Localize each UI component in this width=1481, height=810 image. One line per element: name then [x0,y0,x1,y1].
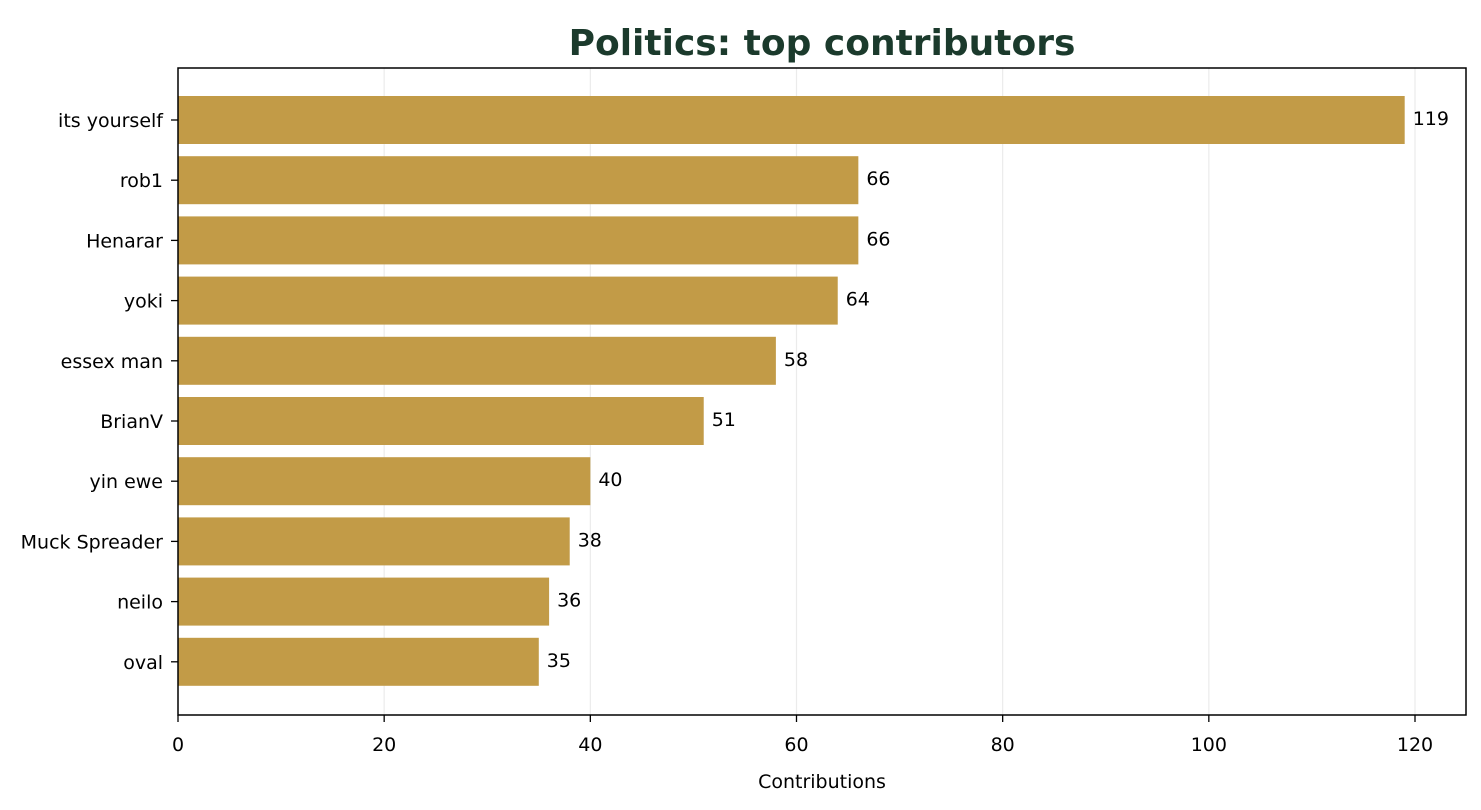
chart-title: Politics: top contributors [569,23,1076,64]
x-tick-label-40: 40 [578,734,602,756]
category-label-4: essex man [61,351,163,373]
bar-2 [178,216,859,265]
value-label-2: 66 [866,228,890,250]
value-label-3: 64 [846,289,870,311]
value-labels: 119 66 66 64 58 51 40 38 36 35 [547,108,1449,672]
bar-4 [178,336,776,385]
bar-1 [178,156,859,205]
bars [178,96,1405,686]
plot-frame [177,67,1467,716]
bar-9 [178,637,539,686]
value-label-9: 35 [547,650,571,672]
x-axis-ticks: 0 20 40 60 80 100 120 [172,715,1433,756]
x-tick-label-100: 100 [1191,734,1227,756]
bar-0 [178,96,1405,144]
category-label-9: oval [123,652,163,674]
category-label-2: Henarar [86,230,163,252]
category-label-7: Muck Spreader [21,531,164,553]
category-label-1: rob1 [120,170,163,192]
bar-6 [178,457,591,506]
value-label-0: 119 [1413,108,1449,130]
x-tick-label-120: 120 [1397,734,1433,756]
value-label-4: 58 [784,349,808,371]
category-labels: its yourself rob1 Henarar yoki essex man Bria… [21,110,178,674]
bar-3 [178,276,838,325]
x-axis-label: Contributions [758,771,886,793]
bar-7 [178,517,570,566]
x-tick-label-0: 0 [172,734,184,756]
value-label-8: 36 [557,590,581,612]
bar-5 [178,397,704,445]
bar-8 [178,577,550,626]
value-label-5: 51 [712,409,736,431]
value-label-7: 38 [578,529,602,551]
x-tick-label-60: 60 [784,734,808,756]
category-label-3: yoki [124,291,163,313]
category-label-8: neilo [117,592,163,614]
category-label-6: yin ewe [89,471,163,493]
value-label-6: 40 [598,469,622,491]
category-label-5: BrianV [100,411,163,433]
category-label-0: its yourself [58,110,164,132]
x-tick-label-20: 20 [372,734,396,756]
x-tick-label-80: 80 [991,734,1015,756]
value-label-1: 66 [866,168,890,190]
